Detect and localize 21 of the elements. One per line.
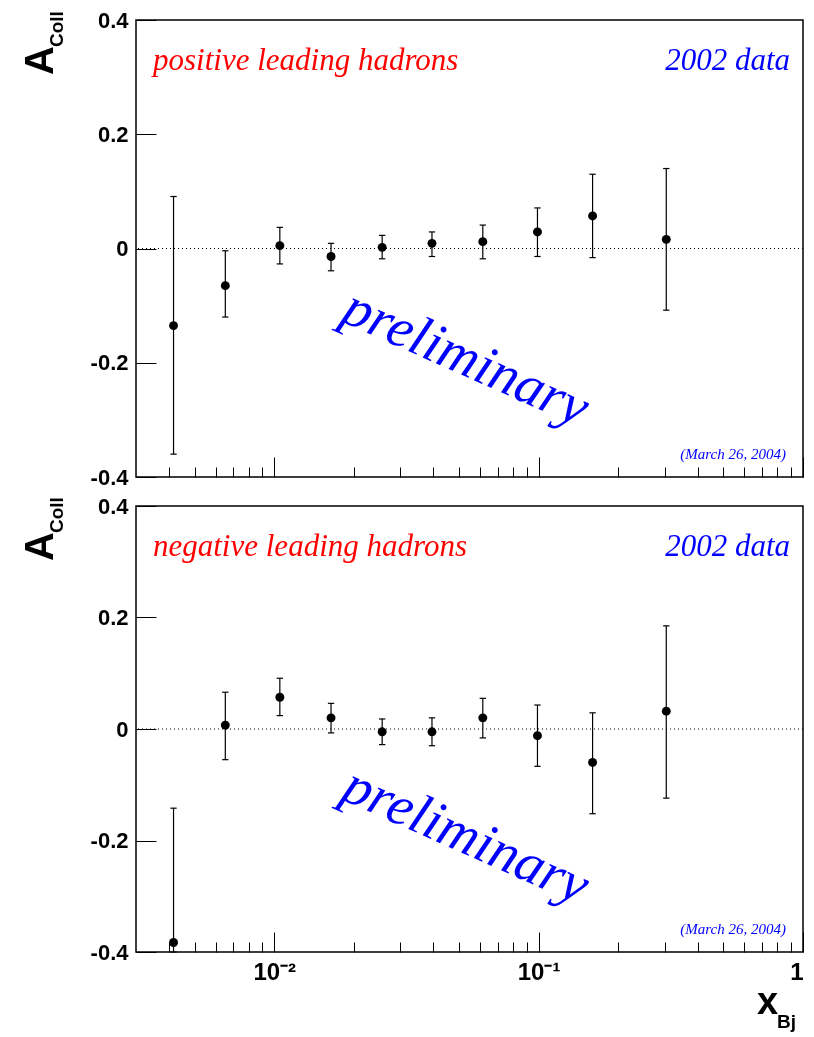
y-tick-label: 0 bbox=[116, 716, 129, 742]
y-tick-label: -0.2 bbox=[90, 828, 129, 853]
annotation: (March 26, 2004) bbox=[680, 446, 786, 463]
annotation: 2002 data bbox=[665, 528, 790, 563]
annotation: negative leading hadrons bbox=[153, 528, 467, 563]
y-tick-label: -0.4 bbox=[90, 939, 130, 965]
y-tick-label: 0.2 bbox=[97, 121, 129, 147]
y-tick-label: 0.4 bbox=[97, 7, 130, 33]
annotation: 2002 data bbox=[665, 42, 790, 77]
y-axis-title: AColl bbox=[17, 11, 67, 75]
x-tick-label: 1 bbox=[790, 957, 804, 985]
x-tick-label: 10⁻² bbox=[253, 957, 297, 985]
y-tick-label: -0.4 bbox=[90, 464, 130, 490]
annotation: positive leading hadrons bbox=[151, 42, 459, 77]
annotation: (March 26, 2004) bbox=[680, 921, 786, 938]
y-tick-label: -0.2 bbox=[90, 350, 129, 376]
y-axis-title: AColl bbox=[17, 497, 67, 561]
y-tick-label: 0 bbox=[116, 236, 129, 261]
x-tick-label: 10⁻¹ bbox=[517, 957, 561, 985]
y-tick-label: 0.2 bbox=[97, 605, 129, 630]
y-tick-label: 0.4 bbox=[97, 493, 130, 519]
